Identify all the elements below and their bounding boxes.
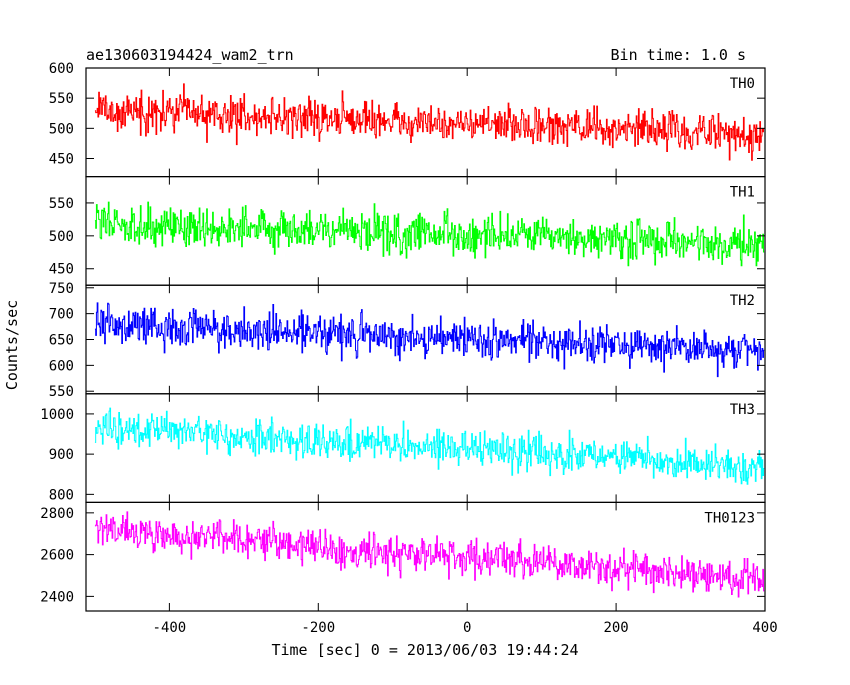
bin-time-label: Bin time: 1.0 s (611, 46, 746, 64)
panel-label: TH2 (730, 293, 755, 309)
y-axis-label: Counts/sec (3, 300, 21, 390)
panel-label: TH0 (730, 76, 755, 92)
x-tick-label: -400 (153, 620, 187, 636)
panels-group: 450 500 550 600 TH0 450 500 550 TH1 550 600 650 700 7… (40, 61, 766, 612)
panel-frame (85, 501, 766, 612)
y-tick-label: 2800 (40, 506, 74, 522)
panel-th0123: 2400 2600 2800 TH0123 (40, 501, 766, 612)
panel-th1: 450 500 550 TH1 (49, 176, 766, 286)
y-tick-label: 700 (49, 307, 74, 323)
y-tick-label: 450 (49, 262, 74, 278)
y-tick-label: 1000 (40, 407, 74, 423)
y-tick-label: 650 (49, 333, 74, 349)
panel-th0: 450 500 550 600 TH0 (49, 61, 766, 178)
series-line-th1 (94, 201, 765, 267)
series-line-th2 (94, 302, 765, 378)
x-tick-label: 0 (463, 620, 471, 636)
panel-label: TH1 (730, 185, 755, 201)
x-axis-label: Time [sec] 0 = 2013/06/03 19:44:24 (271, 641, 578, 659)
y-tick-label: 500 (49, 229, 74, 245)
chart-title: ae130603194424_wam2_trn (86, 46, 294, 64)
panel-th3: 800 900 1000 TH3 (40, 393, 766, 503)
y-tick-label: 600 (49, 358, 74, 374)
y-tick-label: 450 (49, 152, 74, 168)
y-tick-label: 800 (49, 487, 74, 503)
x-axis: -400 -200 0 200 400 (153, 620, 778, 636)
panel-label: TH0123 (704, 510, 755, 526)
y-tick-label: 600 (49, 61, 74, 77)
x-tick-label: 200 (603, 620, 628, 636)
y-tick-label: 500 (49, 121, 74, 137)
series-line-th3 (94, 407, 765, 485)
y-tick-label: 2600 (40, 548, 74, 564)
y-tick-label: 900 (49, 447, 74, 463)
y-tick-label: 2400 (40, 589, 74, 605)
series-line-th0 (94, 83, 765, 161)
y-tick-label: 550 (49, 91, 74, 107)
y-tick-label: 550 (49, 384, 74, 400)
x-tick-label: -200 (301, 620, 335, 636)
panel-label: TH3 (730, 402, 755, 418)
series-line-th0123 (94, 511, 765, 598)
panel-th2: 550 600 650 700 750 TH2 (49, 281, 766, 400)
x-tick-label: 400 (752, 620, 777, 636)
y-tick-label: 550 (49, 196, 74, 212)
y-tick-label: 750 (49, 281, 74, 297)
